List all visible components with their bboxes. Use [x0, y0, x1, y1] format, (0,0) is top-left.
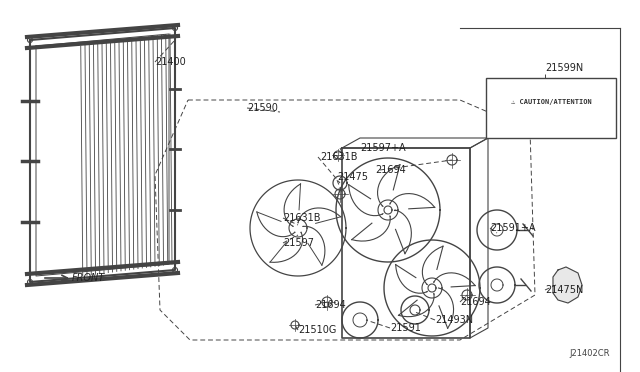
Text: 21631B: 21631B — [283, 213, 321, 223]
Text: FRONT: FRONT — [72, 273, 105, 283]
Text: 21591+A: 21591+A — [490, 223, 536, 233]
Text: 21631B: 21631B — [320, 152, 358, 162]
Text: 21400: 21400 — [155, 57, 186, 67]
Text: ⚠ CAUTION/ATTENTION: ⚠ CAUTION/ATTENTION — [511, 99, 591, 105]
Text: 21591: 21591 — [390, 323, 421, 333]
Text: 21599N: 21599N — [545, 63, 583, 73]
Text: 21694: 21694 — [460, 297, 491, 307]
Text: 21590: 21590 — [247, 103, 278, 113]
Text: 21475N: 21475N — [545, 285, 584, 295]
Text: 21597: 21597 — [283, 238, 314, 248]
Text: 21597+A: 21597+A — [360, 143, 406, 153]
Text: J21402CR: J21402CR — [570, 349, 610, 358]
Polygon shape — [553, 267, 582, 303]
Text: 21694: 21694 — [315, 300, 346, 310]
Text: 21694: 21694 — [375, 165, 406, 175]
Text: 21493N: 21493N — [435, 315, 473, 325]
Bar — [486, 78, 616, 138]
Text: 21510G: 21510G — [298, 325, 337, 335]
Text: 21475: 21475 — [337, 172, 368, 182]
